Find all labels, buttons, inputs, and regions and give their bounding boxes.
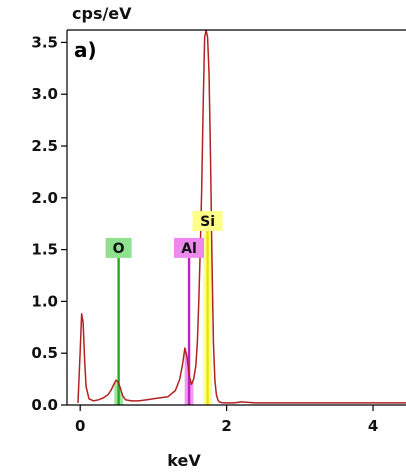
y-tick-label: 1.0 [31,292,58,310]
x-tick-label: 4 [368,417,378,435]
element-peak-layer [114,230,212,405]
y-tick-label: 0.5 [31,344,58,362]
y-axis-title: cps/eV [72,4,132,23]
x-tick-label: 0 [75,417,85,435]
y-tick-label: 3.5 [31,33,58,51]
element-label-text: Si [200,214,215,230]
panel-label: a) [74,38,97,62]
element-label-text: O [113,241,125,257]
y-tick-label: 2.0 [31,189,58,207]
element-label-box [105,237,132,258]
x-tick-label: 2 [221,417,231,435]
y-tick-label: 0.0 [31,396,58,414]
y-tick-label: 1.5 [31,241,58,259]
element-label-box [192,210,223,231]
element-label-box [174,237,205,258]
y-tick-label: 3.0 [31,85,58,103]
y-tick-label: 2.5 [31,137,58,155]
series-layer [77,30,406,404]
y-ticks-layer: 0.0 0.5 1.0 1.5 2.0 2.5 3.0 3.5 [31,33,67,414]
x-ticks-layer: 0 2 4 [75,405,378,435]
element-label-text: Al [181,241,197,257]
x-axis-title: keV [167,451,201,470]
spectrum-series-line [77,30,406,404]
